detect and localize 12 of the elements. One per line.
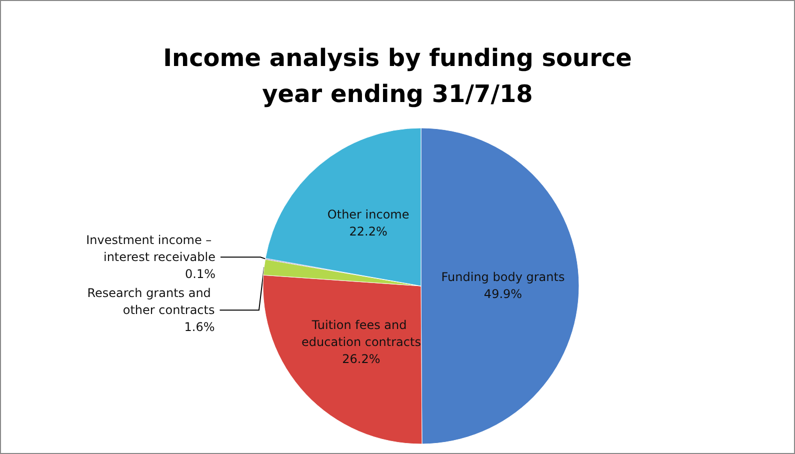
- slice-label: Research grants and other contracts: [87, 286, 215, 318]
- chart-title: Income analysis by funding source: [163, 44, 632, 72]
- slice-label: Other income: [327, 208, 410, 222]
- slice-label: Funding body grants: [441, 270, 565, 284]
- slice-label: Tuition fees and education contracts: [302, 318, 421, 350]
- data-label: 49.9%: [484, 287, 522, 302]
- data-label: 1.6%: [184, 320, 215, 334]
- data-label: 22.2%: [349, 224, 388, 239]
- data-label: 26.2%: [342, 352, 380, 366]
- data-label: 0.1%: [185, 267, 216, 282]
- chart-subtitle: year ending 31/7/18: [262, 80, 533, 108]
- slice-label: Investment income – interest receivable: [86, 233, 216, 264]
